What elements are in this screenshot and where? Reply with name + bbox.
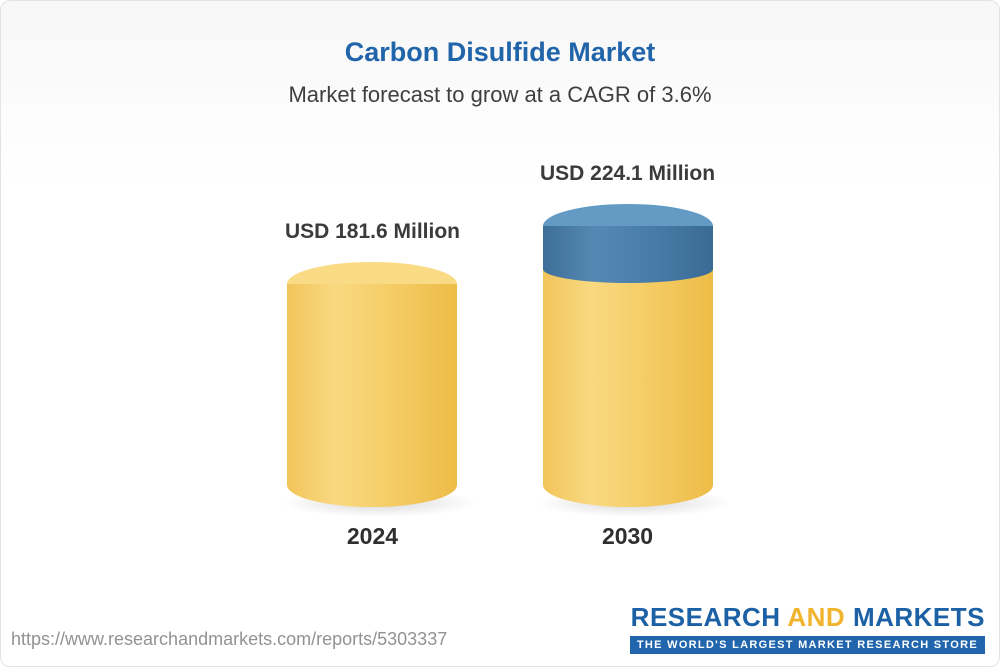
value-label-2030: USD 224.1 Million: [540, 162, 716, 185]
logo-word-research: RESEARCH: [630, 602, 781, 632]
logo-wordmark: RESEARCH AND MARKETS: [631, 602, 985, 633]
chart-header: Carbon Disulfide Market Market forecast …: [1, 1, 999, 108]
cylinder-2030: [535, 204, 733, 517]
category-label-2024: 2024: [346, 523, 399, 549]
cylinder-2024: [280, 262, 478, 517]
logo-word-markets: MARKETS: [852, 602, 985, 632]
cylinder-body-2024: [287, 284, 458, 507]
value-label-2024: USD 181.6 Million: [284, 220, 460, 243]
bar-group-2024: USD 181.6 Million 2024: [280, 220, 478, 550]
bar-group-2030: USD 224.1 Million 2030: [535, 162, 733, 550]
growth-segment-body: [542, 226, 713, 283]
bar-chart: USD 181.6 Million 2024 USD 224.1 Million…: [1, 162, 999, 550]
research-and-markets-logo: RESEARCH AND MARKETS THE WORLD'S LARGEST…: [629, 602, 985, 654]
report-url[interactable]: https://www.researchandmarkets.com/repor…: [11, 629, 448, 649]
growth-segment: [542, 204, 713, 283]
logo-tagline: THE WORLD'S LARGEST MARKET RESEARCH STOR…: [629, 636, 985, 654]
category-label-2030: 2030: [601, 523, 654, 549]
chart-subtitle: Market forecast to grow at a CAGR of 3.6…: [288, 82, 712, 107]
chart-title: Carbon Disulfide Market: [344, 37, 656, 67]
logo-word-and: AND: [787, 602, 846, 632]
